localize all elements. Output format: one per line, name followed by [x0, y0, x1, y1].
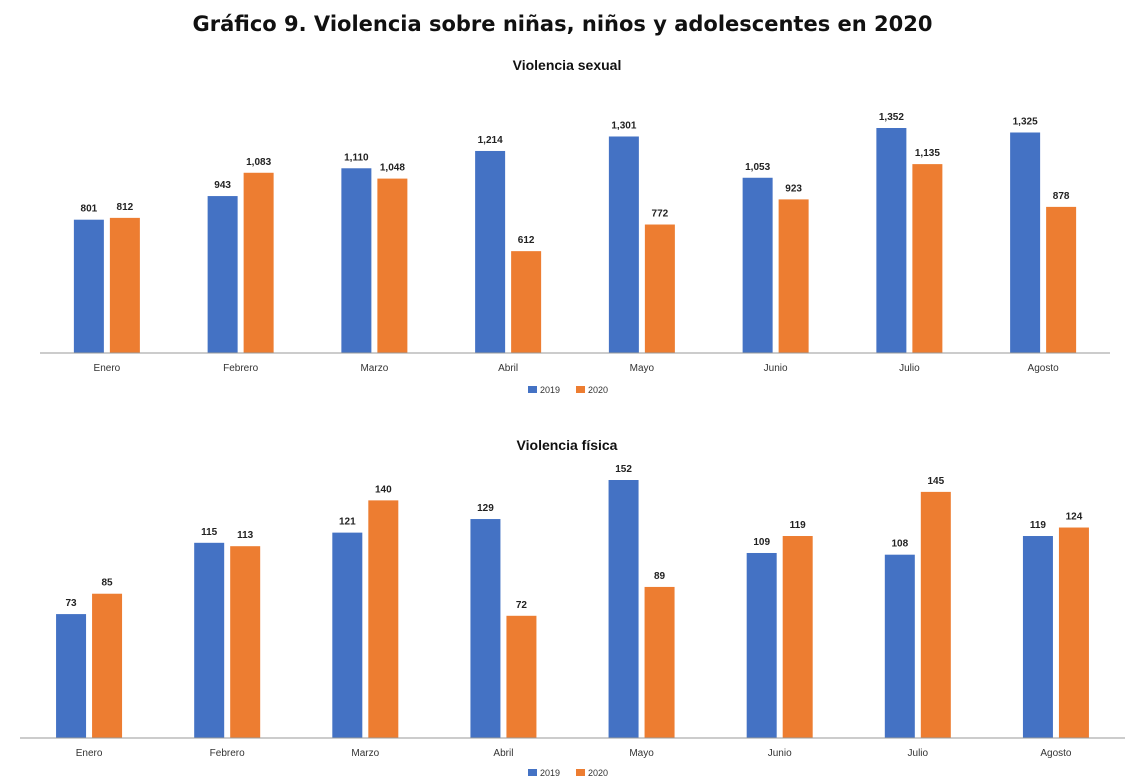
bar-2019-mayo — [608, 480, 639, 738]
x-tick-label: Julio — [908, 748, 929, 759]
x-tick-label: Enero — [94, 363, 121, 374]
x-tick-label: Junio — [764, 363, 788, 374]
bar-2020-junio — [778, 199, 809, 353]
x-tick-label: Marzo — [351, 748, 379, 759]
data-label: 1,352 — [879, 112, 904, 123]
bar-2020-mayo — [644, 586, 675, 738]
legend-label: 2020 — [588, 768, 608, 778]
x-tick-label: Mayo — [629, 748, 654, 759]
data-label: 1,325 — [1013, 116, 1038, 127]
bar-2020-marzo — [377, 178, 408, 353]
x-tick-label: Enero — [76, 748, 103, 759]
data-label: 89 — [654, 571, 666, 582]
data-label: 72 — [516, 600, 528, 611]
chart-violencia-fisica: Violencia física 73 85 Enero 115 113 Febrero 1… — [20, 437, 1125, 778]
bar-2020-enero — [109, 217, 140, 353]
data-label: 772 — [652, 209, 669, 220]
bar-2020-julio — [912, 164, 943, 353]
data-label: 140 — [375, 484, 392, 495]
bar-2019-enero — [56, 614, 87, 738]
x-tick-label: Agosto — [1040, 748, 1072, 759]
x-tick-label: Febrero — [223, 363, 258, 374]
data-label: 152 — [615, 464, 632, 475]
legend-swatch-2020 — [576, 386, 585, 393]
data-label: 1,053 — [745, 162, 770, 173]
bar-2020-febrero — [243, 172, 274, 353]
legend: 2019 2020 — [528, 385, 608, 395]
data-label: 113 — [237, 530, 254, 541]
bar-2019-julio — [876, 128, 907, 353]
chart-violencia-sexual: Violencia sexual 801 812 Enero 943 1,083 Febr… — [40, 57, 1110, 395]
data-label: 85 — [102, 578, 114, 589]
bar-2020-julio — [920, 491, 951, 738]
bar-2020-agosto — [1046, 206, 1077, 353]
bar-2020-enero — [92, 593, 123, 738]
x-tick-label: Agosto — [1028, 363, 1060, 374]
bar-2020-marzo — [368, 500, 399, 738]
data-label: 1,135 — [915, 148, 940, 159]
legend: 2019 2020 — [528, 768, 608, 778]
bar-2019-abril — [470, 519, 501, 738]
legend-label: 2020 — [588, 385, 608, 395]
data-label: 943 — [214, 180, 231, 191]
data-label: 612 — [518, 235, 535, 246]
legend-swatch-2020 — [576, 769, 585, 776]
data-label: 145 — [927, 476, 944, 487]
bar-2019-junio — [742, 177, 773, 353]
bars-group: 73 85 Enero 115 113 Febrero 121 140 Marzo 129 72 Ab… — [56, 464, 1089, 759]
data-label: 1,214 — [478, 135, 503, 146]
bar-2019-febrero — [207, 196, 238, 353]
data-label: 73 — [66, 598, 78, 609]
data-label: 812 — [117, 202, 134, 213]
bar-2019-julio — [884, 554, 915, 738]
chart-title: Violencia sexual — [513, 57, 622, 73]
data-label: 115 — [201, 527, 218, 538]
x-tick-label: Mayo — [630, 363, 655, 374]
data-label: 923 — [785, 183, 802, 194]
bar-2020-junio — [782, 536, 813, 738]
x-tick-label: Febrero — [210, 748, 245, 759]
x-tick-label: Abril — [493, 748, 513, 759]
bar-2019-febrero — [194, 542, 225, 738]
data-label: 121 — [339, 517, 356, 528]
legend-swatch-2019 — [528, 386, 537, 393]
data-label: 1,301 — [611, 120, 636, 131]
data-label: 108 — [891, 539, 908, 550]
bar-2020-febrero — [230, 546, 261, 738]
bar-2020-agosto — [1058, 527, 1089, 738]
bar-2019-enero — [73, 219, 104, 353]
x-tick-label: Junio — [768, 748, 792, 759]
x-tick-label: Abril — [498, 363, 518, 374]
bar-2019-junio — [746, 552, 777, 738]
page-title: Gráfico 9. Violencia sobre niñas, niños … — [192, 12, 933, 36]
data-label: 119 — [1030, 520, 1047, 531]
bar-2020-abril — [506, 615, 537, 738]
bar-2019-marzo — [332, 532, 363, 738]
legend-label: 2019 — [540, 385, 560, 395]
data-label: 878 — [1053, 191, 1070, 202]
legend-label: 2019 — [540, 768, 560, 778]
data-label: 119 — [790, 520, 807, 531]
bar-2019-marzo — [341, 168, 372, 353]
bar-2020-abril — [511, 251, 542, 353]
x-tick-label: Marzo — [360, 363, 388, 374]
bars-group: 801 812 Enero 943 1,083 Febrero 1,110 1,048 Marz… — [73, 112, 1077, 374]
data-label: 109 — [753, 537, 770, 548]
data-label: 124 — [1066, 512, 1083, 523]
data-label: 801 — [81, 204, 98, 215]
data-label: 129 — [477, 503, 494, 514]
chart-title: Violencia física — [517, 437, 618, 453]
bar-2019-agosto — [1022, 536, 1053, 738]
legend-swatch-2019 — [528, 769, 537, 776]
data-label: 1,110 — [344, 152, 369, 163]
data-label: 1,048 — [380, 163, 405, 174]
x-tick-label: Julio — [899, 363, 920, 374]
bar-2019-mayo — [608, 136, 639, 353]
bar-2019-agosto — [1010, 132, 1041, 353]
data-label: 1,083 — [246, 157, 271, 168]
bar-2019-abril — [475, 150, 506, 353]
bar-2020-mayo — [644, 224, 675, 353]
